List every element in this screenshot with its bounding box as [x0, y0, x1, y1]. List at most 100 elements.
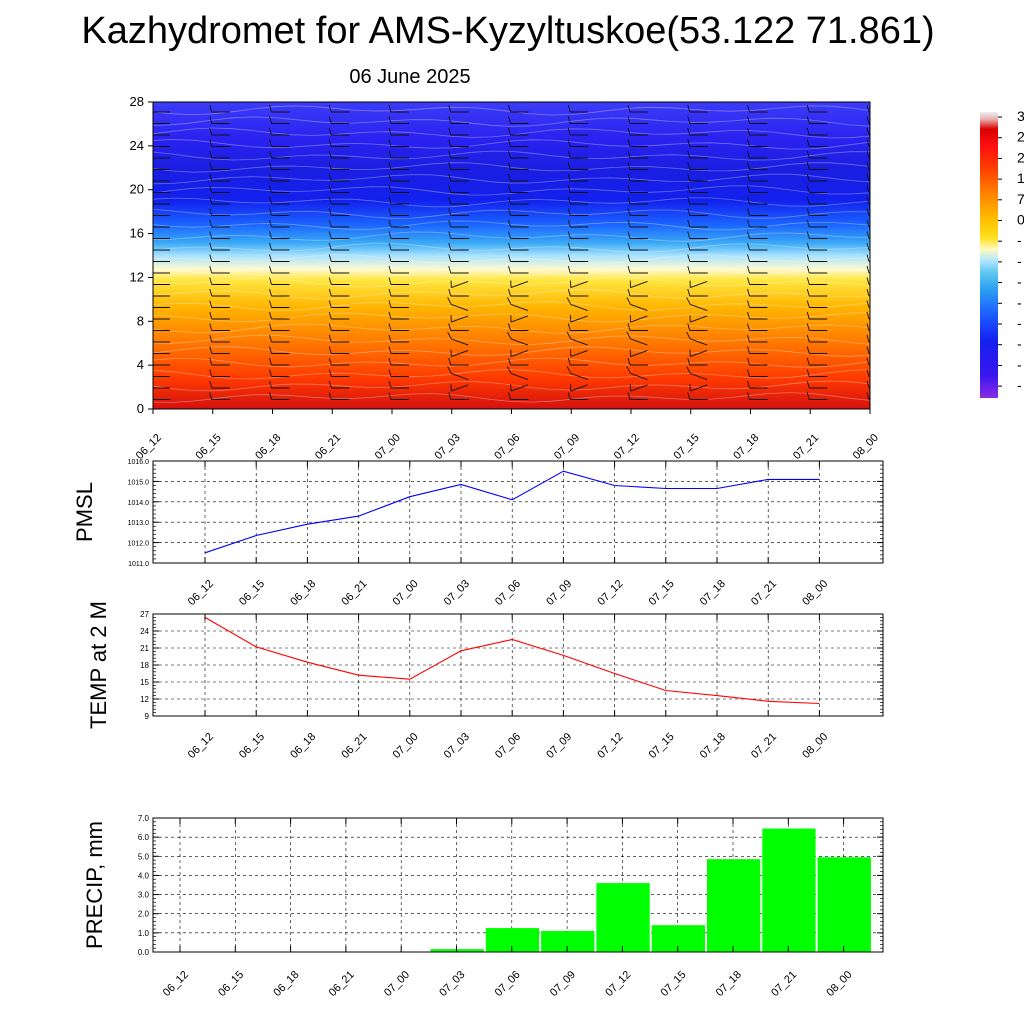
wind-barb-flag — [328, 242, 332, 251]
heatmap-y-tick-label: 16 — [130, 226, 144, 241]
wind-barb-flag — [866, 323, 870, 331]
wind-barb-flag — [209, 346, 213, 354]
wind-barb-flag — [508, 357, 511, 366]
wind-barb-flag — [328, 104, 332, 113]
wind-barb-flag — [687, 196, 691, 205]
wind-barb-flag — [627, 231, 631, 239]
wind-barb-flag — [269, 185, 272, 193]
wind-barb-flag — [747, 311, 750, 320]
wind-barb-flag — [150, 278, 152, 285]
contour-line — [153, 116, 870, 127]
wind-barb-flag — [866, 116, 870, 124]
wind-barb-flag — [506, 297, 512, 305]
wind-barb-flag — [269, 277, 272, 285]
wind-barb-flag — [388, 231, 392, 239]
wind-barb-flag — [150, 232, 152, 239]
colorbar-label: - — [1017, 356, 1022, 372]
wind-barb-flag — [687, 185, 691, 193]
wind-barb-flag — [806, 380, 810, 389]
x-tick-label: 06_18 — [288, 731, 318, 761]
wind-barb-flag — [687, 127, 691, 136]
contour-line — [153, 220, 870, 231]
wind-barb-flag — [388, 300, 392, 308]
wind-barb-flag — [806, 392, 810, 400]
heatmap-x-tick-label: 07_21 — [791, 432, 821, 462]
colorbar-label: 3 — [1017, 108, 1024, 124]
wind-barb-flag — [567, 219, 571, 228]
heatmap-x-tick-label: 07_06 — [492, 432, 522, 462]
wind-barb-flag — [209, 300, 213, 308]
heatmap-x-tick-label: 06_21 — [313, 432, 343, 462]
wind-barb-flag — [328, 219, 332, 228]
wind-barb-flag — [448, 357, 452, 366]
wind-barb-shaft — [510, 338, 529, 346]
colorbar-label: - — [1017, 253, 1022, 269]
x-tick-label: 07_03 — [437, 969, 467, 999]
wind-barb-flag — [747, 231, 750, 239]
wind-barb-flag — [328, 162, 332, 170]
wind-barb-flag — [508, 162, 511, 170]
wind-barb-flag — [866, 219, 870, 228]
wind-barb-flag — [150, 197, 152, 204]
wind-barb-flag — [388, 173, 392, 182]
x-tick-label: 07_03 — [442, 578, 472, 608]
wind-barb-flag — [687, 162, 691, 170]
x-tick-label: 06_18 — [288, 578, 318, 608]
wind-barb-flag — [269, 127, 272, 136]
wind-barb-shaft — [570, 349, 588, 358]
wind-barb-flag — [866, 311, 870, 320]
wind-barb-flag — [747, 346, 750, 354]
wind-barb-flag — [687, 173, 691, 182]
wind-barb-flag — [150, 312, 152, 319]
contour-line — [153, 392, 870, 403]
wind-barb-flag — [806, 277, 810, 285]
y-tick-label: 2.0 — [138, 910, 150, 919]
wind-barb-flag — [508, 116, 511, 124]
wind-barb-flag — [388, 139, 392, 147]
x-tick-label: 06_15 — [237, 731, 267, 761]
pmsl-panel: 1011.0 1012.0 1013.0 1014.0 1015.0 1016.0 06_1… — [72, 459, 884, 608]
y-tick-label: 1014.0 — [128, 500, 150, 507]
wind-barb-shaft — [510, 315, 529, 323]
y-tick-label: 4.0 — [138, 871, 150, 880]
wind-barb-shaft — [451, 280, 469, 289]
wind-barb-flag — [448, 150, 452, 159]
wind-barb-flag — [806, 311, 810, 320]
wind-barb-flag — [806, 369, 810, 377]
colorbar-label: - — [1017, 336, 1022, 352]
heatmap-x-tick-label: 08_00 — [851, 432, 881, 462]
wind-barb-flag — [627, 150, 631, 159]
wind-barb-flag — [747, 369, 750, 377]
wind-barb-flag — [508, 127, 511, 136]
wind-barb-flag — [209, 277, 213, 285]
wind-barb-flag — [269, 311, 272, 320]
wind-barb-flag — [209, 369, 213, 377]
wind-barb-flag — [269, 369, 272, 377]
wind-barb-flag — [508, 323, 511, 331]
wind-barb-flag — [627, 288, 631, 297]
wind-barb-flag — [328, 288, 332, 297]
precip-bar — [485, 928, 540, 952]
wind-barb-shaft — [690, 315, 708, 323]
wind-barb-flag — [150, 266, 152, 273]
wind-barb-flag — [806, 265, 810, 274]
plot-frame — [152, 460, 884, 564]
wind-barb-flag — [388, 323, 392, 331]
wind-barb-flag — [866, 254, 870, 262]
wind-barb-flag — [747, 357, 750, 366]
wind-barb-flag — [209, 242, 213, 251]
wind-barb-flag — [269, 231, 272, 239]
heatmap-field — [153, 102, 870, 409]
wind-barb-flag — [328, 185, 332, 193]
wind-barb-flag — [269, 265, 272, 274]
wind-barb-shaft — [690, 349, 708, 358]
contour-line — [153, 312, 870, 323]
wind-barb-flag — [687, 242, 691, 251]
wind-barb-flag — [388, 334, 392, 343]
wind-barb-flag — [209, 196, 213, 205]
wind-barb-flag — [388, 116, 392, 124]
colorbar-label: - — [1017, 315, 1022, 331]
wind-barb-shaft — [570, 303, 588, 312]
wind-barb-flag — [747, 392, 750, 400]
heatmap-x-tick-label: 07_12 — [612, 432, 642, 462]
